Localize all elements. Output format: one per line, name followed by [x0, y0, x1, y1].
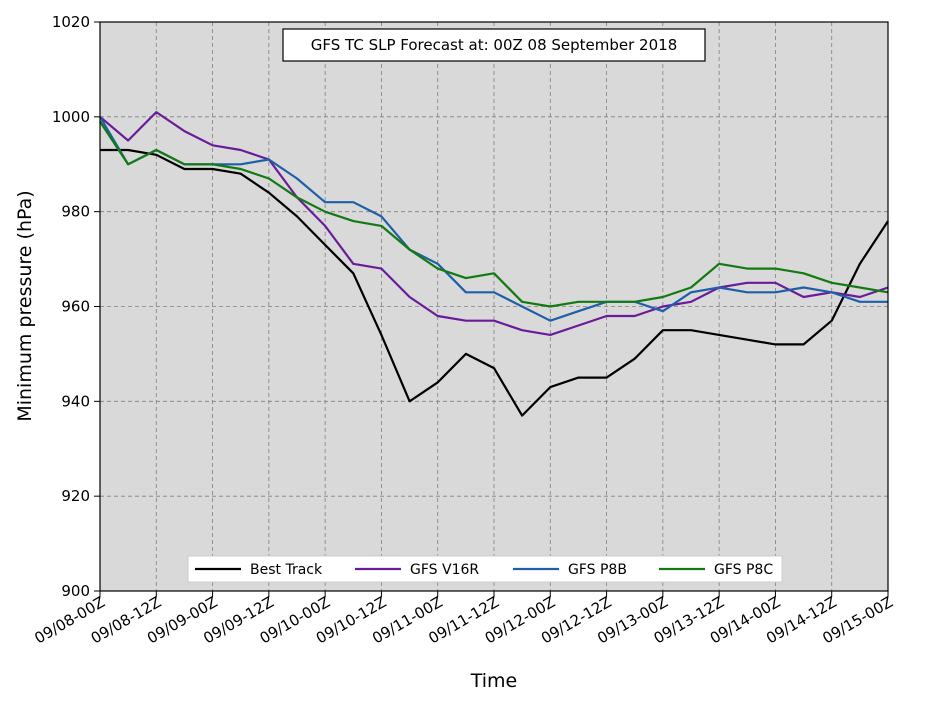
series-line-gfs-v16r [99, 110, 889, 336]
y-tick-label: 900 [61, 582, 90, 600]
y-axis-label: Minimum pressure (hPa) [14, 190, 36, 421]
legend: Best Track GFS V16R GFS P8B GFS P8C [187, 555, 783, 583]
legend-label: Best Track [250, 562, 323, 578]
y-tick-label: 960 [61, 298, 90, 316]
y-tick-label: 1000 [52, 108, 90, 126]
x-axis: 09/08-00Z09/08-12Z09/09-00Z09/09-12Z09/1… [31, 591, 896, 647]
series-line-best-track [100, 148, 889, 417]
y-tick-label: 940 [61, 392, 90, 410]
chart-title-box: GFS TC SLP Forecast at: 00Z 08 September… [282, 28, 706, 62]
y-tick-label: 1020 [52, 13, 90, 31]
series-lines [99, 110, 889, 417]
y-tick-label: 920 [61, 487, 90, 505]
legend-label: GFS V16R [410, 562, 479, 578]
y-axis: 900 920 940 960 980 1000 1020 [52, 13, 100, 600]
grid [100, 22, 888, 591]
series-line-gfs-p8c [99, 120, 889, 308]
y-tick-label: 980 [61, 203, 90, 221]
chart-title: GFS TC SLP Forecast at: 00Z 08 September… [311, 36, 677, 54]
legend-label: GFS P8B [568, 562, 627, 578]
series-line-gfs-p8b [99, 116, 888, 322]
x-axis-label: Time [470, 670, 518, 692]
legend-label: GFS P8C [714, 562, 773, 578]
